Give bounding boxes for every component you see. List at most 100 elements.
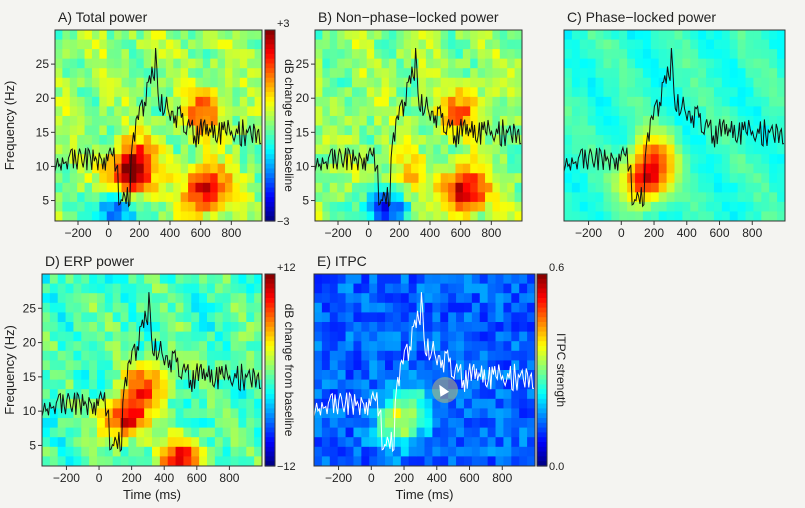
heatmap-cell: [214, 389, 224, 400]
heatmap-cell: [635, 154, 644, 165]
heatmap-cell: [222, 379, 232, 390]
heatmap-cell: [433, 39, 442, 50]
heatmap-cell: [114, 154, 123, 165]
heatmap-cell: [499, 68, 508, 79]
heatmap-cell: [440, 135, 449, 146]
heatmap-cell: [366, 58, 375, 69]
heatmap-cell: [207, 293, 216, 304]
heatmap-cell: [477, 115, 486, 127]
heatmap-cell: [627, 144, 636, 155]
heatmap-cell: [167, 446, 177, 457]
heatmap-cell: [238, 360, 247, 371]
heatmap-cell: [396, 163, 405, 174]
heatmap-cell: [440, 201, 449, 213]
heatmap-cell: [144, 437, 153, 448]
heatmap-cell: [519, 293, 528, 304]
heatmap-cell: [351, 135, 360, 146]
heatmap-cell: [120, 427, 130, 438]
heatmap-cell: [49, 370, 59, 381]
heatmap-cell: [246, 312, 255, 323]
heatmap-cell: [650, 201, 660, 213]
heatmap-cell: [337, 302, 347, 313]
colorbar-segment: [265, 216, 275, 222]
heatmap-cell: [344, 96, 353, 107]
heatmap-cell: [232, 68, 241, 79]
heatmap-cell: [448, 68, 457, 79]
heatmap-cell: [403, 87, 412, 98]
heatmap-cell: [455, 182, 464, 193]
heatmap-cell: [642, 173, 652, 184]
heatmap-cell: [77, 87, 86, 98]
heatmap-cell: [351, 201, 360, 213]
heatmap-cell: [247, 115, 256, 127]
heatmap-cell: [104, 302, 114, 313]
x-tick-label: 200: [129, 226, 149, 240]
heatmap-cell: [499, 154, 508, 165]
colorbar-segment: [537, 365, 547, 371]
heatmap-cell: [396, 58, 405, 69]
heatmap-cell: [619, 154, 628, 165]
heatmap-cell: [745, 125, 755, 136]
colorbar-segment: [265, 302, 275, 309]
heatmap-cell: [97, 331, 106, 342]
heatmap-cell: [777, 106, 785, 117]
y-tick-label: 25: [23, 301, 37, 315]
heatmap-cell: [136, 182, 145, 193]
heatmap-cell: [432, 418, 441, 429]
heatmap-cell: [448, 58, 457, 69]
heatmap-cell: [611, 115, 620, 127]
heatmap-cell: [433, 192, 442, 203]
heatmap-cell: [519, 322, 528, 333]
heatmap-cell: [359, 58, 368, 69]
heatmap-cell: [666, 106, 676, 117]
heatmap-cell: [487, 456, 497, 466]
heatmap-cell: [210, 39, 219, 50]
heatmap-cell: [77, 106, 86, 117]
heatmap-cell: [65, 370, 75, 381]
heatmap-cell: [495, 427, 505, 438]
heatmap-cell: [195, 58, 204, 69]
heatmap-cell: [479, 293, 489, 304]
heatmap-cell: [128, 360, 137, 371]
heatmap-cell: [173, 192, 182, 203]
heatmap-cell: [462, 39, 471, 50]
heatmap-cell: [238, 389, 247, 400]
heatmap-cell: [214, 312, 224, 323]
heatmap-cell: [713, 182, 723, 193]
plot-frame: [313, 273, 536, 467]
heatmap-cell: [642, 192, 652, 203]
colorbar-segment: [537, 302, 547, 309]
heatmap-cell: [388, 96, 397, 107]
heatmap-cell: [642, 106, 652, 117]
heatmap-cell: [239, 115, 248, 127]
heatmap-cell: [729, 106, 739, 117]
heatmap-cell: [73, 446, 82, 457]
heatmap-cell: [239, 87, 248, 98]
heatmap-cell: [337, 173, 346, 184]
heatmap-cell: [337, 125, 346, 136]
heatmap-cell: [403, 115, 412, 127]
heatmap-cell: [232, 87, 241, 98]
x-axis-label: Time (ms): [123, 487, 181, 502]
heatmap-cell: [222, 418, 232, 429]
heatmap-cell: [217, 115, 226, 127]
heatmap-cell: [706, 211, 715, 221]
heatmap-cell: [579, 201, 589, 213]
heatmap-cell: [650, 39, 660, 50]
heatmap-cell: [635, 115, 644, 127]
heatmap-cell: [321, 322, 331, 333]
heatmap-cell: [121, 154, 130, 165]
heatmap-cell: [225, 39, 234, 50]
heatmap-cell: [315, 163, 323, 174]
heatmap-cell: [210, 201, 219, 213]
heatmap-cell: [503, 293, 512, 304]
heatmap-cell: [424, 446, 433, 457]
colorbar-segment: [537, 384, 547, 390]
heatmap-cell: [571, 125, 581, 136]
heatmap-cell: [158, 135, 167, 146]
heatmap-cell: [729, 211, 739, 221]
heatmap-cell: [136, 39, 145, 50]
heatmap-cell: [587, 144, 597, 155]
heatmap-cell: [97, 312, 106, 323]
heatmap-cell: [151, 87, 160, 98]
